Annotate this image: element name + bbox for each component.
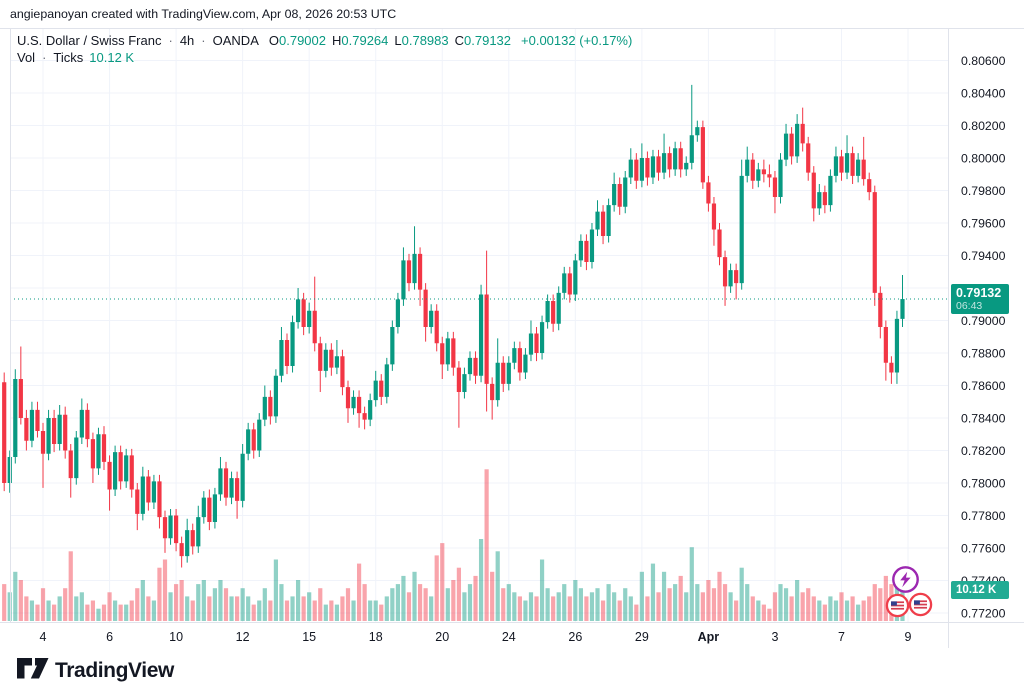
svg-text:12: 12: [236, 630, 250, 644]
svg-text:0.79600: 0.79600: [961, 216, 1006, 230]
time-axis[interactable]: [0, 622, 948, 648]
svg-text:0.77200: 0.77200: [961, 606, 1006, 620]
volume-type-label: Ticks: [53, 50, 84, 65]
svg-text:Apr: Apr: [698, 630, 720, 644]
legend-separator: ·: [201, 33, 206, 48]
exchange-label[interactable]: OANDA: [212, 33, 259, 48]
svg-text:10: 10: [169, 630, 183, 644]
last-price-value: 0.79132: [956, 286, 1002, 300]
us-flag-event-icon[interactable]: [908, 592, 933, 617]
tradingview-logo[interactable]: TradingView: [14, 652, 204, 684]
ohlc-close: C0.79132: [454, 33, 512, 48]
candle-countdown: 06:43: [956, 300, 983, 312]
legend-symbol-row: U.S. Dollar / Swiss Franc · 4h · OANDA O…: [17, 32, 632, 49]
logo-mark-seven: [30, 658, 49, 679]
svg-text:24: 24: [502, 630, 516, 644]
svg-text:20: 20: [435, 630, 449, 644]
price-axis[interactable]: [948, 28, 1024, 648]
legend-volume-row: Vol · Ticks 10.12 K: [17, 49, 632, 66]
svg-text:0.79400: 0.79400: [961, 249, 1006, 263]
svg-text:0.78400: 0.78400: [961, 411, 1006, 425]
svg-text:0.78600: 0.78600: [961, 379, 1006, 393]
logo-mark-bar: [17, 658, 32, 679]
svg-text:0.80600: 0.80600: [961, 54, 1006, 68]
svg-text:18: 18: [369, 630, 383, 644]
svg-text:0.77600: 0.77600: [961, 541, 1006, 555]
svg-text:0.78000: 0.78000: [961, 476, 1006, 490]
ohlc-high: H0.79264: [332, 33, 389, 48]
svg-text:6: 6: [106, 630, 113, 644]
chart-legend: U.S. Dollar / Swiss Franc · 4h · OANDA O…: [17, 32, 632, 66]
ohlc-low: L0.78983: [394, 33, 449, 48]
last-price-badge: 0.79132 06:43: [951, 284, 1009, 314]
us-flag-event-icon[interactable]: [885, 593, 910, 618]
svg-text:0.77800: 0.77800: [961, 509, 1006, 523]
ohlc-open: O0.79002: [268, 33, 326, 48]
volume-value: 10.12 K: [89, 50, 135, 65]
svg-text:0.80200: 0.80200: [961, 119, 1006, 133]
svg-text:0.78200: 0.78200: [961, 444, 1006, 458]
change-value: +0.00132 (+0.17%): [521, 33, 633, 48]
svg-text:0.78800: 0.78800: [961, 346, 1006, 360]
svg-text:4: 4: [40, 630, 47, 644]
logo-text: TradingView: [55, 659, 175, 682]
svg-text:0.80400: 0.80400: [961, 86, 1006, 100]
attribution-text: angiepanoyan created with TradingView.co…: [10, 7, 397, 21]
svg-text:7: 7: [838, 630, 845, 644]
lightning-event-icon[interactable]: [891, 565, 920, 594]
legend-separator: ·: [168, 33, 173, 48]
svg-text:29: 29: [635, 630, 649, 644]
symbol-title[interactable]: U.S. Dollar / Swiss Franc: [17, 33, 162, 48]
volume-axis-badge: 10.12 K: [951, 581, 1009, 599]
svg-text:0.79000: 0.79000: [961, 314, 1006, 328]
svg-text:15: 15: [302, 630, 316, 644]
svg-text:26: 26: [568, 630, 582, 644]
svg-text:0.80000: 0.80000: [961, 151, 1006, 165]
svg-text:0.79800: 0.79800: [961, 184, 1006, 198]
svg-text:3: 3: [771, 630, 778, 644]
svg-text:9: 9: [905, 630, 912, 644]
interval-label[interactable]: 4h: [179, 33, 195, 48]
volume-label[interactable]: Vol: [17, 50, 36, 65]
legend-separator: ·: [42, 50, 47, 65]
